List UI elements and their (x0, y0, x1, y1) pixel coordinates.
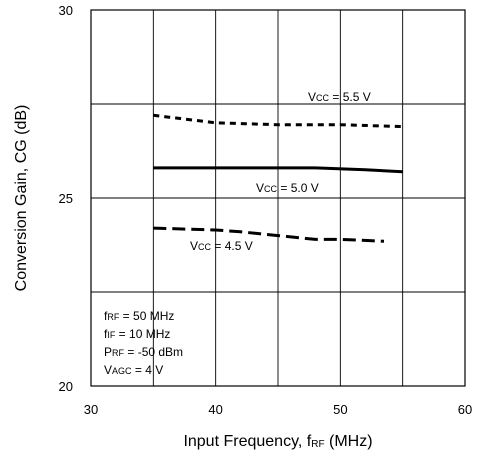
series-line-2 (153, 166, 403, 174)
x-axis-title-unit-text: (MHz) (329, 433, 373, 450)
y-tick-label: 20 (59, 379, 73, 394)
series-group (153, 113, 403, 243)
series-label-1: VCC = 5.5 V (308, 90, 371, 104)
condition-line: VAGC = 4 V (104, 363, 163, 377)
x-axis-title-main: Input Frequency, f (183, 433, 311, 450)
condition-line: PRF = -50 dBm (104, 345, 183, 359)
y-axis-title: Conversion Gain, CG (dB) (13, 105, 30, 292)
series-label-2: VCC = 5.0 V (256, 181, 319, 195)
series-line-3 (153, 226, 385, 243)
x-tick-label: 50 (333, 402, 347, 417)
y-tick-label: 30 (59, 3, 73, 18)
series-labels: VCC = 5.5 V VCC = 5.0 V VCC = 4.5 V (190, 90, 371, 253)
tick-labels: 30 40 50 60 20 25 30 (59, 3, 473, 417)
condition-line: fIF = 10 MHz (104, 327, 170, 341)
series-label-3: VCC = 4.5 V (190, 239, 253, 253)
x-tick-label: 30 (84, 402, 98, 417)
series-line-1 (153, 113, 403, 129)
grid-lines (91, 10, 465, 386)
test-conditions: fRF = 50 MHz fIF = 10 MHz PRF = -50 dBm VAG… (104, 309, 183, 377)
condition-line: fRF = 50 MHz (104, 309, 174, 323)
x-axis-title: Input Frequency, fRF (MHz) (183, 433, 372, 450)
plot-frame (90, 9, 466, 387)
x-tick-label: 40 (208, 402, 222, 417)
x-axis-title-sub: RF (311, 439, 324, 450)
y-tick-label: 25 (59, 191, 73, 206)
x-tick-label: 60 (458, 402, 472, 417)
